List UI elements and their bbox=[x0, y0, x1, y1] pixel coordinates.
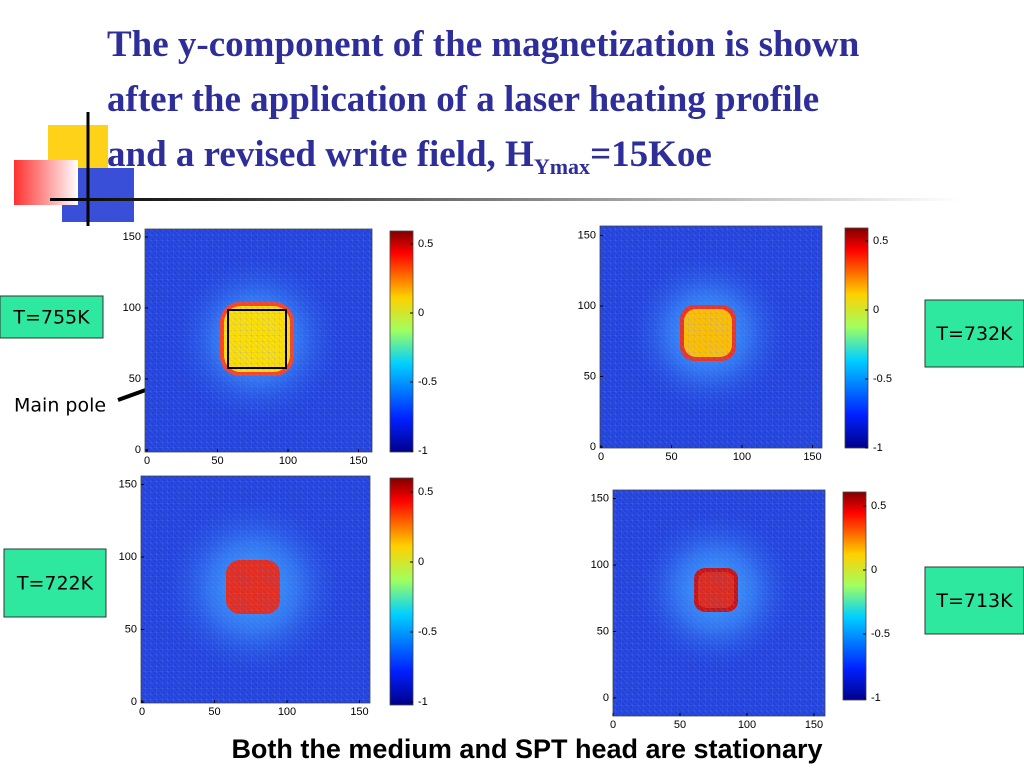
colorbar bbox=[389, 230, 414, 453]
colorbar-tick-label: -0.5 bbox=[418, 376, 437, 388]
x-tick-label: 50 bbox=[211, 455, 223, 467]
pole-outline bbox=[227, 309, 287, 369]
x-tick-label: 50 bbox=[674, 719, 686, 731]
footer: Both the medium and SPT head are station… bbox=[231, 734, 822, 764]
heatmap-grid bbox=[613, 490, 825, 716]
y-tick-label: 50 bbox=[125, 623, 137, 635]
heatmap-panel: 0 50 100 150 0 50 100 150 -1 -0.5 0 0.5 T=755K bbox=[0, 228, 437, 467]
colorbar bbox=[389, 477, 414, 706]
colorbar-tick-label: 0.5 bbox=[418, 486, 433, 498]
y-tick-label: 150 bbox=[591, 492, 609, 504]
title: The y-component of the magnetization is … bbox=[107, 24, 860, 65]
x-tick-label: 0 bbox=[610, 719, 616, 731]
colorbar-tick-label: -0.5 bbox=[418, 626, 437, 638]
colorbar-tick-label: -0.5 bbox=[871, 628, 890, 640]
x-tick-label: 150 bbox=[350, 706, 368, 718]
colorbar bbox=[842, 491, 867, 701]
temperature-label: T=732K bbox=[935, 323, 1013, 345]
x-tick-label: 100 bbox=[738, 719, 756, 731]
temperature-label: T=713K bbox=[935, 590, 1013, 612]
temperature-box bbox=[924, 299, 1024, 368]
x-tick-label: 50 bbox=[208, 706, 220, 718]
deco bbox=[50, 198, 960, 201]
x-tick-label: 100 bbox=[733, 451, 751, 463]
colorbar-tick-label: 0.5 bbox=[873, 235, 888, 247]
colorbar bbox=[844, 227, 869, 449]
y-tick-label: 100 bbox=[591, 559, 609, 571]
heatmap-panel: 0 50 100 150 0 50 100 150 -1 -0.5 0 0.5 T=732K bbox=[578, 225, 1024, 463]
y-tick-label: 50 bbox=[597, 625, 609, 637]
y-tick-label: 0 bbox=[131, 696, 137, 708]
y-tick-label: 50 bbox=[584, 370, 596, 382]
title: and a revised write field, H bbox=[107, 134, 534, 175]
temperature-box bbox=[0, 295, 104, 339]
colorbar-tick-label: -0.5 bbox=[873, 373, 892, 385]
x-tick-label: 150 bbox=[349, 455, 367, 467]
x-tick-label: 100 bbox=[279, 455, 297, 467]
title: =15Koe bbox=[590, 134, 712, 175]
x-tick-label: 0 bbox=[598, 451, 604, 463]
title: after the application of a laser heating… bbox=[107, 79, 819, 120]
temperature-box bbox=[3, 548, 107, 618]
colorbar-tick-label: -1 bbox=[418, 696, 428, 708]
y-tick-label: 0 bbox=[603, 692, 609, 704]
heatmap-panel: 0 50 100 150 0 50 100 150 -1 -0.5 0 0.5 T=713K bbox=[591, 489, 1024, 731]
colorbar-tick-label: -1 bbox=[871, 692, 881, 704]
title-sub: Ymax bbox=[534, 154, 590, 179]
y-tick-label: 100 bbox=[119, 551, 137, 563]
temperature-box bbox=[924, 566, 1024, 635]
y-tick-label: 100 bbox=[578, 300, 596, 312]
frame bbox=[140, 475, 371, 704]
x-tick-label: 150 bbox=[803, 451, 821, 463]
colorbar-tick-label: 0.5 bbox=[418, 238, 433, 250]
y-tick-label: 150 bbox=[578, 229, 596, 241]
x-tick-label: 0 bbox=[139, 706, 145, 718]
temperature-label: T=722K bbox=[16, 573, 94, 595]
x-tick-label: 100 bbox=[278, 706, 296, 718]
frame bbox=[612, 489, 826, 717]
temperature-label: T=755K bbox=[12, 307, 90, 329]
heatmap-grid bbox=[600, 226, 822, 448]
colorbar-tick-label: 0 bbox=[873, 304, 879, 316]
annotation: Main pole bbox=[14, 395, 106, 417]
y-tick-label: 50 bbox=[129, 373, 141, 385]
x-tick-label: 50 bbox=[665, 451, 677, 463]
y-tick-label: 150 bbox=[119, 478, 137, 490]
x-tick-label: 150 bbox=[805, 719, 823, 731]
y-tick-label: 150 bbox=[123, 231, 141, 243]
frame bbox=[144, 228, 373, 453]
colorbar-tick-label: 0.5 bbox=[871, 500, 886, 512]
colorbar-tick-label: 0 bbox=[418, 307, 424, 319]
heatmap-panel: 0 50 100 150 0 50 100 150 -1 -0.5 0 0.5 T=722K bbox=[3, 475, 437, 718]
x-tick-label: 0 bbox=[144, 455, 150, 467]
deco bbox=[14, 160, 78, 205]
colorbar-tick-label: -1 bbox=[873, 442, 883, 454]
colorbar-tick-label: 0 bbox=[871, 564, 877, 576]
heatmap-grid bbox=[141, 476, 370, 703]
y-tick-label: 0 bbox=[590, 441, 596, 453]
frame bbox=[599, 225, 823, 449]
y-tick-label: 0 bbox=[135, 444, 141, 456]
title: and a revised write field, HYmax=15Koe bbox=[107, 134, 712, 179]
colorbar-tick-label: -1 bbox=[418, 445, 428, 457]
y-tick-label: 100 bbox=[123, 302, 141, 314]
heatmap-grid bbox=[145, 229, 372, 452]
colorbar-tick-label: 0 bbox=[418, 556, 424, 568]
